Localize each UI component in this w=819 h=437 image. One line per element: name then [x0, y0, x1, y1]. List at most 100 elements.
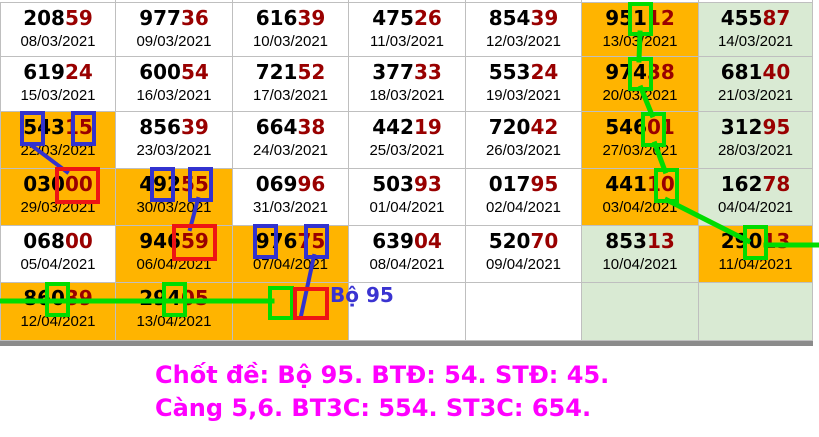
number-black-part: 720: [488, 115, 531, 139]
grid-cell[interactable]: 49255 30/03/2021: [116, 169, 233, 226]
number-black-part: 377: [372, 60, 414, 84]
grid-cell[interactable]: [466, 283, 582, 341]
grid-cell[interactable]: 72042 26/03/2021: [466, 112, 582, 169]
cell-number: 29013: [699, 229, 812, 253]
grid-cell[interactable]: 06996 31/03/2021: [233, 169, 349, 226]
grid-cell[interactable]: 86039 12/04/2021: [0, 283, 116, 341]
number-red-part: 26: [413, 6, 442, 30]
number-black-part: 520: [488, 229, 531, 253]
cell-number: 29405: [116, 286, 232, 310]
grid-cell[interactable]: 50393 01/04/2021: [349, 169, 466, 226]
cell-number: 45587: [699, 6, 812, 30]
cell-date: 03/04/2021: [602, 199, 678, 216]
number-black-part: 664: [255, 115, 298, 139]
number-red-part: 04: [413, 229, 442, 253]
cutoff-cell: [233, 0, 349, 2]
grid-cell[interactable]: 44219 25/03/2021: [349, 112, 466, 169]
cell-number: 49255: [116, 172, 232, 196]
grid-cell[interactable]: 20859 08/03/2021: [0, 2, 116, 57]
grid-cell[interactable]: 44110 03/04/2021: [582, 169, 699, 226]
grid-cell[interactable]: 47526 11/03/2021: [349, 2, 466, 57]
number-black-part: 475: [372, 6, 414, 30]
grid-cell[interactable]: 06800 05/04/2021: [0, 226, 116, 283]
cell-date: 19/03/2021: [485, 87, 562, 104]
cell-date: 01/04/2021: [369, 199, 445, 216]
cell-date: 09/03/2021: [136, 33, 212, 50]
number-black-part: 442: [372, 115, 414, 139]
number-red-part: 12: [646, 6, 675, 30]
number-black-part: 974: [605, 60, 647, 84]
grid-cell[interactable]: 31295 28/03/2021: [699, 112, 813, 169]
number-black-part: 069: [255, 172, 298, 196]
number-black-part: 860: [23, 286, 65, 310]
grid-cell[interactable]: [349, 283, 466, 341]
number-red-part: 15: [64, 115, 93, 139]
grid-cell[interactable]: 55324 19/03/2021: [466, 57, 582, 112]
grid-cell[interactable]: 61924 15/03/2021: [0, 57, 116, 112]
number-black-part: 290: [720, 229, 763, 253]
cell-number: 47526: [349, 6, 465, 30]
cell-date: 18/03/2021: [369, 87, 445, 104]
number-black-part: 492: [139, 172, 181, 196]
number-red-part: 78: [762, 172, 791, 196]
number-red-part: 01: [646, 115, 675, 139]
number-red-part: 42: [530, 115, 559, 139]
grid-cell[interactable]: 29405 13/04/2021: [116, 283, 233, 341]
cell-date: 11/03/2021: [370, 33, 444, 50]
number-red-part: 13: [646, 229, 675, 253]
number-black-part: 946: [139, 229, 181, 253]
number-black-part: 853: [605, 229, 647, 253]
number-red-part: 55: [180, 172, 209, 196]
number-red-part: 96: [297, 172, 326, 196]
grid-cell[interactable]: 54315 22/03/2021: [0, 112, 116, 169]
grid-cell[interactable]: [582, 283, 699, 341]
grid-cell[interactable]: 61639 10/03/2021: [233, 2, 349, 57]
grid-cell[interactable]: 01795 02/04/2021: [466, 169, 582, 226]
cell-date: 27/03/2021: [602, 142, 678, 159]
number-black-part: 068: [23, 229, 65, 253]
cell-number: 68140: [699, 60, 812, 84]
grid-cell[interactable]: 66438 24/03/2021: [233, 112, 349, 169]
grid-cell[interactable]: 95112 13/03/2021: [582, 2, 699, 57]
grid-cell[interactable]: 63904 08/04/2021: [349, 226, 466, 283]
cell-date: 30/03/2021: [136, 199, 212, 216]
grid-cell[interactable]: 68140 21/03/2021: [699, 57, 813, 112]
grid-cell[interactable]: 85639 23/03/2021: [116, 112, 233, 169]
number-black-part: 854: [488, 6, 531, 30]
number-black-part: 546: [605, 115, 647, 139]
cutoff-cell: [349, 0, 466, 2]
grid-cell[interactable]: 52070 09/04/2021: [466, 226, 582, 283]
number-black-part: 600: [139, 60, 181, 84]
number-red-part: 39: [64, 286, 93, 310]
cell-date: 26/03/2021: [485, 142, 562, 159]
number-red-part: 87: [762, 6, 791, 30]
grid-cell[interactable]: 97736 09/03/2021: [116, 2, 233, 57]
grid-cell[interactable]: 97675 07/04/2021: [233, 226, 349, 283]
cell-number: 60054: [116, 60, 232, 84]
grid-cell[interactable]: 37733 18/03/2021: [349, 57, 466, 112]
grid-cell[interactable]: 16278 04/04/2021: [699, 169, 813, 226]
grid-bottom-bar: [0, 341, 813, 346]
grid-cell[interactable]: 54601 27/03/2021: [582, 112, 699, 169]
grid-cell[interactable]: 85439 12/03/2021: [466, 2, 582, 57]
number-black-part: 977: [139, 6, 181, 30]
number-red-part: 05: [180, 286, 209, 310]
grid-cell[interactable]: 29013 11/04/2021: [699, 226, 813, 283]
cell-number: 54315: [1, 115, 115, 139]
number-black-part: 455: [720, 6, 763, 30]
cell-number: 97675: [233, 229, 348, 253]
grid-cell[interactable]: 72152 17/03/2021: [233, 57, 349, 112]
grid-cell[interactable]: 45587 14/03/2021: [699, 2, 813, 57]
cell-number: 44110: [582, 172, 698, 196]
grid-cell[interactable]: 94659 06/04/2021: [116, 226, 233, 283]
cell-number: 97438: [582, 60, 698, 84]
cell-date: 10/03/2021: [252, 33, 329, 50]
grid-cell[interactable]: [699, 283, 813, 341]
grid-cell[interactable]: 60054 16/03/2021: [116, 57, 233, 112]
cell-date: 28/03/2021: [717, 142, 794, 159]
grid-cell[interactable]: 03000 29/03/2021: [0, 169, 116, 226]
grid-cell[interactable]: 97438 20/03/2021: [582, 57, 699, 112]
grid-cell[interactable]: 85313 10/04/2021: [582, 226, 699, 283]
cell-number: 61924: [1, 60, 115, 84]
